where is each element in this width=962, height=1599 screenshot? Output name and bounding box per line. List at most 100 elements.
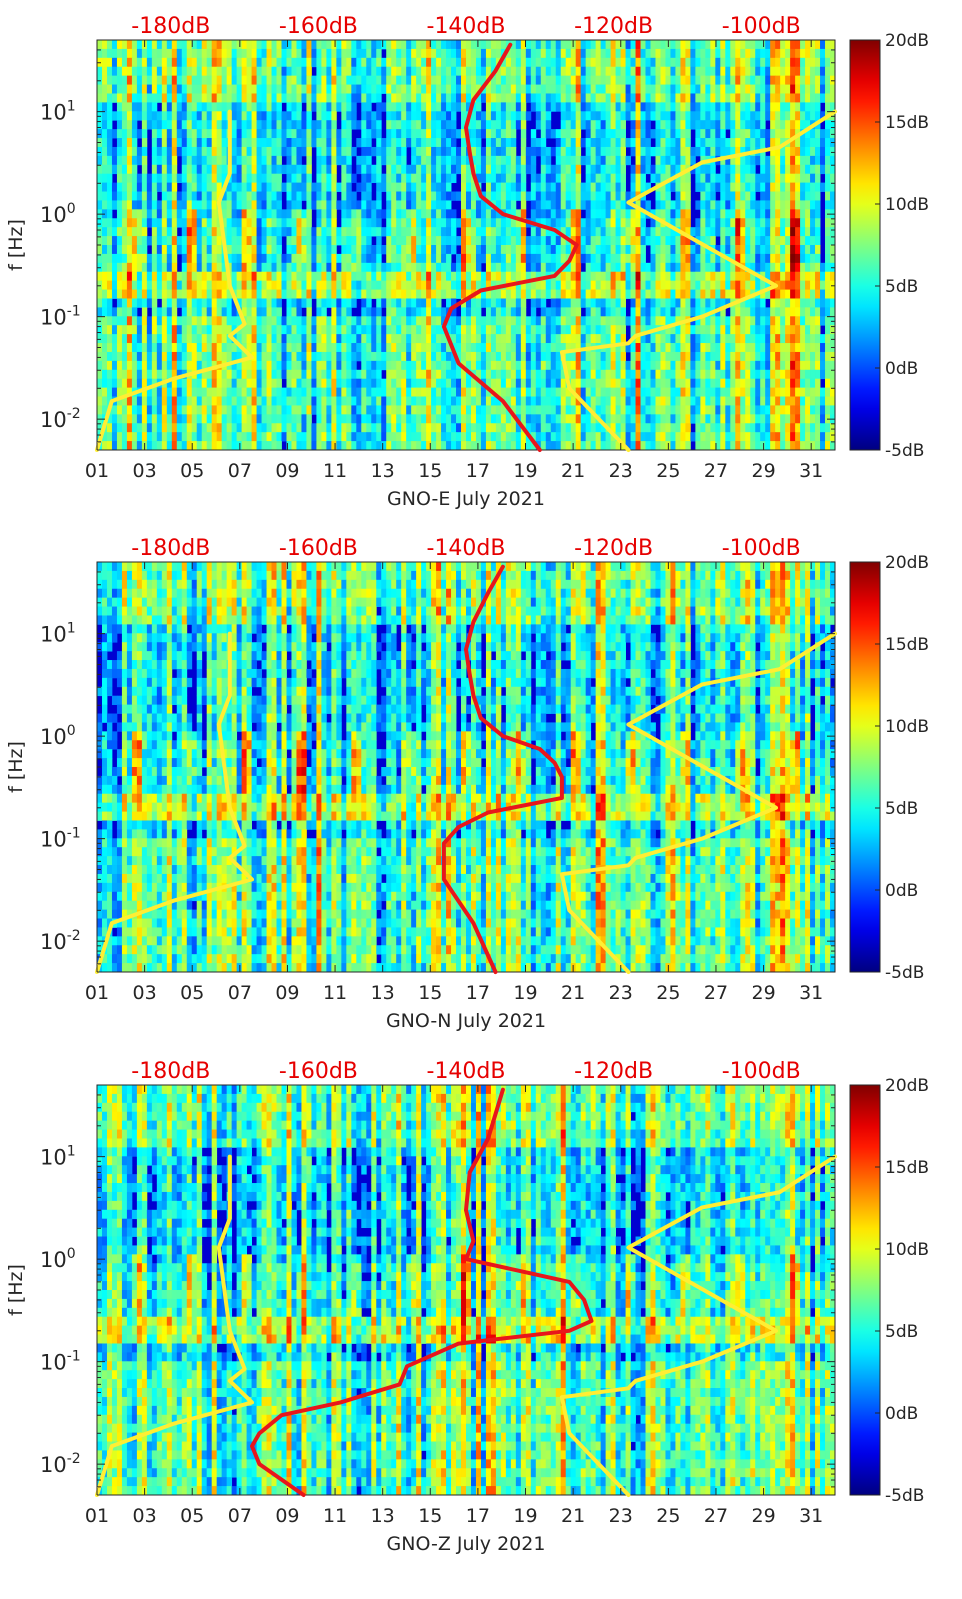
x-tick-label: 13 xyxy=(371,460,395,482)
y-tick-label: 101 xyxy=(40,1144,76,1170)
y-tick-label: 101 xyxy=(40,621,76,647)
colorbar-label: 20dB xyxy=(885,553,929,573)
x-tick-label: 27 xyxy=(704,460,728,482)
x-tick-label: 09 xyxy=(275,982,299,1004)
x-tick-label: 01 xyxy=(85,1505,109,1527)
top-db-label: -120dB xyxy=(574,1059,653,1084)
noise-model-high-line xyxy=(559,631,837,974)
x-tick-label: 09 xyxy=(275,1505,299,1527)
colorbar-label: 0dB xyxy=(885,1404,918,1424)
top-db-axis: -180dB -160dB -140dB -120dB -100dB xyxy=(131,1059,800,1084)
top-db-label: -140dB xyxy=(427,14,506,39)
y-tick-label: 10-1 xyxy=(40,1349,81,1375)
psd-median-line xyxy=(441,564,564,974)
colorbar-label: 5dB xyxy=(885,1322,918,1342)
colorbar-label: 20dB xyxy=(885,31,929,51)
y-tick-label: 101 xyxy=(40,99,76,125)
colorbar-label: 10dB xyxy=(885,1240,929,1260)
x-axis-label: GNO-N July 2021 xyxy=(386,1010,546,1032)
x-tick-label: 03 xyxy=(133,1505,157,1527)
x-tick-label: 03 xyxy=(133,460,157,482)
colorbar-label: -5dB xyxy=(885,441,924,461)
top-db-label: -120dB xyxy=(574,536,653,561)
y-tick-label: 100 xyxy=(40,1246,76,1272)
top-db-label: -120dB xyxy=(574,14,653,39)
y-axis-ticks: 10-2 10-1 100 101 xyxy=(40,561,835,973)
top-db-label: -180dB xyxy=(131,1059,210,1084)
top-db-label: -180dB xyxy=(131,536,210,561)
colorbar-label: 0dB xyxy=(885,359,918,379)
x-tick-label: 15 xyxy=(418,982,442,1004)
x-axis-label: GNO-Z July 2021 xyxy=(387,1533,546,1555)
colorbar-label: 5dB xyxy=(885,277,918,297)
x-tick-label: 29 xyxy=(751,982,775,1004)
colorbar-label: 15dB xyxy=(885,1158,929,1178)
x-tick-label: 25 xyxy=(656,460,680,482)
colorbar-label: 10dB xyxy=(885,717,929,737)
x-tick-label: 05 xyxy=(180,460,204,482)
top-db-label: -140dB xyxy=(427,1059,506,1084)
x-tick-label: 21 xyxy=(561,982,585,1004)
x-tick-label: 29 xyxy=(751,460,775,482)
psd-median-line xyxy=(250,1087,594,1497)
spectrogram-heatmap xyxy=(97,1085,836,1496)
x-tick-label: 29 xyxy=(751,1505,775,1527)
x-tick-label: 05 xyxy=(180,982,204,1004)
x-tick-label: 13 xyxy=(371,982,395,1004)
top-db-label: -140dB xyxy=(427,536,506,561)
x-tick-label: 13 xyxy=(371,1505,395,1527)
x-tick-label: 23 xyxy=(609,460,633,482)
y-axis-label: f [Hz] xyxy=(5,741,27,793)
top-db-label: -100dB xyxy=(722,1059,801,1084)
panel-gno-n: 01 03 05 07 09 11 13 15 17 19 21 23 25 27 29 31 GNO-N Ju… xyxy=(5,536,929,1032)
x-tick-label: 01 xyxy=(85,460,109,482)
x-tick-label: 31 xyxy=(799,982,823,1004)
panel-gno-e: 01 03 05 07 09 11 13 15 17 19 21 23 25 27 29 31 GNO-E Ju… xyxy=(5,14,929,510)
colorbar-label: 0dB xyxy=(885,881,918,901)
x-tick-label: 19 xyxy=(513,460,537,482)
top-db-axis: -180dB -160dB -140dB -120dB -100dB xyxy=(131,536,800,561)
y-axis-label: f [Hz] xyxy=(5,219,27,271)
y-tick-label: 100 xyxy=(40,201,76,227)
y-tick-label: 10-2 xyxy=(40,406,81,432)
x-tick-label: 21 xyxy=(561,460,585,482)
x-tick-label: 07 xyxy=(228,460,252,482)
psd-median-line xyxy=(441,42,579,452)
x-tick-label: 19 xyxy=(513,1505,537,1527)
x-tick-label: 05 xyxy=(180,1505,204,1527)
x-tick-label: 15 xyxy=(418,460,442,482)
x-tick-label: 17 xyxy=(466,1505,490,1527)
top-db-label: -160dB xyxy=(279,1059,358,1084)
x-tick-label: 17 xyxy=(466,982,490,1004)
x-tick-label: 25 xyxy=(656,982,680,1004)
x-tick-label: 03 xyxy=(133,982,157,1004)
x-tick-label: 31 xyxy=(799,1505,823,1527)
top-db-label: -160dB xyxy=(279,536,358,561)
top-db-axis: -180dB -160dB -140dB -120dB -100dB xyxy=(131,14,800,39)
x-tick-label: 15 xyxy=(418,1505,442,1527)
x-tick-label: 23 xyxy=(609,1505,633,1527)
x-tick-label: 27 xyxy=(704,982,728,1004)
x-tick-label: 17 xyxy=(466,460,490,482)
x-tick-label: 11 xyxy=(323,982,347,1004)
y-tick-label: 10-1 xyxy=(40,826,81,852)
colorbar-label: 15dB xyxy=(885,113,929,133)
noise-model-high-line xyxy=(559,1154,837,1497)
colorbar-label: -5dB xyxy=(885,1486,924,1506)
x-tick-label: 01 xyxy=(85,982,109,1004)
y-tick-label: 10-2 xyxy=(40,928,81,954)
x-tick-label: 27 xyxy=(704,1505,728,1527)
y-axis-ticks: 10-2 10-1 100 101 xyxy=(40,39,835,451)
panel-gno-z: 01 03 05 07 09 11 13 15 17 19 21 23 25 27 29 31 GNO-Z Ju… xyxy=(5,1059,929,1555)
x-tick-label: 07 xyxy=(228,1505,252,1527)
colorbar-label: -5dB xyxy=(885,963,924,983)
x-tick-label: 19 xyxy=(513,982,537,1004)
colorbar-label: 10dB xyxy=(885,195,929,215)
x-axis-label: GNO-E July 2021 xyxy=(387,488,545,510)
spectrogram-heatmap xyxy=(97,40,836,451)
colorbar-label: 20dB xyxy=(885,1076,929,1096)
noise-model-low-line xyxy=(95,109,254,452)
x-tick-label: 11 xyxy=(323,1505,347,1527)
colorbar: 20dB 15dB 10dB 5dB 0dB -5dB xyxy=(849,31,929,461)
